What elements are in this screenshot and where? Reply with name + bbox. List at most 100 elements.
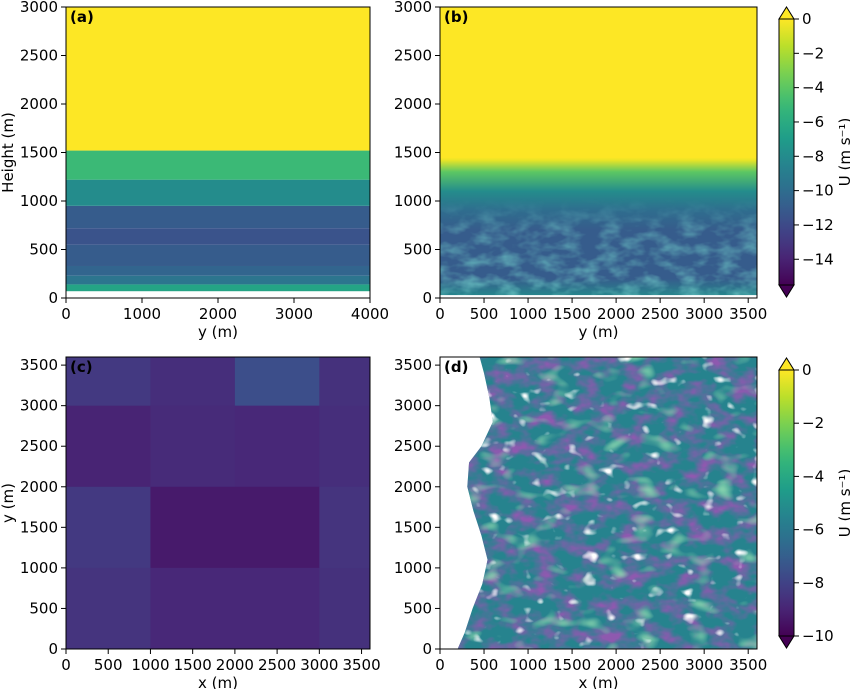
grid-block <box>319 405 370 488</box>
colorbar-label: U (m s⁻¹) <box>836 469 850 538</box>
y-tick-label: 0 <box>48 640 58 658</box>
y-tick-label: 500 <box>403 241 432 259</box>
x-tick-label: 3000 <box>300 656 338 674</box>
x-tick-label: 0 <box>61 305 71 323</box>
layer-band <box>66 291 370 298</box>
x-tick-label: 3500 <box>342 656 380 674</box>
x-axis-label: x (m) <box>198 674 238 689</box>
y-tick-label: 1500 <box>394 144 432 162</box>
y-tick-label: 0 <box>422 289 432 307</box>
grid-block <box>319 567 370 649</box>
panel-a: 0 1000 2000 3000 4000 0 500 1000 1500 2000 2500 300… <box>0 0 389 341</box>
x-tick-label: 1500 <box>553 305 591 323</box>
x-tick-label: 2500 <box>641 656 679 674</box>
y-axis-label: Height (m) <box>0 112 17 193</box>
y-tick-label: 500 <box>29 599 58 617</box>
y-tick-label: 1500 <box>394 518 432 536</box>
colorbar-extend-max <box>778 6 795 20</box>
y-tick-label: 0 <box>422 640 432 658</box>
colorbar-tick-label: −10 <box>802 627 834 645</box>
grid-block <box>234 486 320 569</box>
colorbar-tick-label: −6 <box>802 113 824 131</box>
colorbar-tick-label: 0 <box>802 361 812 379</box>
panel-label: (d) <box>444 358 468 376</box>
x-axis-label: x (m) <box>579 674 619 689</box>
grid-block <box>150 567 236 649</box>
layer-band <box>66 179 370 206</box>
y-tick-label: 1000 <box>394 192 432 210</box>
x-tick-label: 0 <box>435 656 445 674</box>
colorbar-tick-label: −14 <box>802 250 834 268</box>
y-tick-label: 500 <box>29 241 58 259</box>
colorbar: 0 −2 −4 −6 −8 −10 U (m s⁻¹) <box>778 357 850 649</box>
layer-band <box>66 284 370 292</box>
colorbar-gradient <box>779 19 794 285</box>
colorbar-extend-max <box>778 357 795 371</box>
x-tick-label: 4000 <box>351 305 389 323</box>
y-tick-label: 3000 <box>394 0 432 16</box>
y-tick-label: 1000 <box>20 559 58 577</box>
panel-b: 0 500 1000 1500 2000 2500 3000 3500 0 500 1000 1500… <box>394 0 767 341</box>
x-tick-label: 1000 <box>123 305 161 323</box>
colorbar-tick-label: −8 <box>802 574 824 592</box>
y-tick-label: 3500 <box>20 356 58 374</box>
x-tick-label: 2000 <box>216 656 254 674</box>
panel-label: (b) <box>444 8 468 26</box>
x-tick-label: 1000 <box>509 305 547 323</box>
x-tick-label: 500 <box>470 656 499 674</box>
axes-frame <box>439 356 758 650</box>
plot-area <box>440 7 757 298</box>
colorbar-tick-label: −6 <box>802 521 824 539</box>
x-tick-label: 3000 <box>275 305 313 323</box>
x-tick-label: 0 <box>435 305 445 323</box>
panel-c: 0 500 1000 1500 2000 2500 3000 3500050010001500… <box>0 356 381 689</box>
colorbar-frame <box>778 18 795 286</box>
colorbar-label: U (m s⁻¹) <box>836 118 850 187</box>
y-tick-label: 2500 <box>20 437 58 455</box>
grid-block <box>319 486 370 569</box>
y-tick-label: 500 <box>403 599 432 617</box>
x-tick-label: 3500 <box>729 305 767 323</box>
x-tick-label: 2000 <box>597 305 635 323</box>
axes-frame <box>65 356 371 650</box>
plot-area <box>66 7 370 298</box>
colorbar-frame <box>778 369 795 637</box>
x-tick-label: 0 <box>61 656 71 674</box>
plot-area <box>457 357 757 649</box>
y-tick-label: 1000 <box>394 559 432 577</box>
layer-band <box>66 205 370 229</box>
grid-block <box>66 486 151 569</box>
surface-gap <box>440 295 757 298</box>
colorbar-tick-label: −12 <box>802 216 834 234</box>
colorbar-tick-label: −2 <box>802 414 824 432</box>
y-tick-label: 3500 <box>394 356 432 374</box>
y-tick-label: 3000 <box>20 0 58 16</box>
grid-block <box>150 405 236 488</box>
x-tick-label: 3000 <box>685 656 723 674</box>
y-tick-label: 2500 <box>394 47 432 65</box>
colorbar-tick-label: 0 <box>802 10 812 28</box>
colorbar-tick-label: −8 <box>802 147 824 165</box>
panel-label: (c) <box>70 358 93 376</box>
panel-label: (a) <box>70 8 94 26</box>
y-tick-label: 2500 <box>20 47 58 65</box>
x-tick-label: 2500 <box>258 656 296 674</box>
x-tick-label: 500 <box>470 305 499 323</box>
grid-block <box>150 357 236 407</box>
layer-band <box>66 265 370 276</box>
x-axis-label: y (m) <box>198 323 238 341</box>
gaps <box>457 357 757 649</box>
x-tick-label: 2000 <box>199 305 237 323</box>
y-tick-label: 0 <box>48 289 58 307</box>
colorbar-tick-label: −4 <box>802 79 824 97</box>
plot-area <box>66 357 370 649</box>
y-axis-label: y (m) <box>0 483 17 523</box>
panel-d: 0 500 1000 1500 2000 2500 3000 3500 0 500 1000 1500… <box>394 356 767 689</box>
layer-band <box>66 228 370 245</box>
x-tick-label: 500 <box>94 656 123 674</box>
x-tick-label: 1500 <box>553 656 591 674</box>
grid-block <box>66 357 151 407</box>
y-tick-label: 2000 <box>20 95 58 113</box>
y-tick-label: 2000 <box>394 478 432 496</box>
y-tick-label: 1500 <box>20 144 58 162</box>
